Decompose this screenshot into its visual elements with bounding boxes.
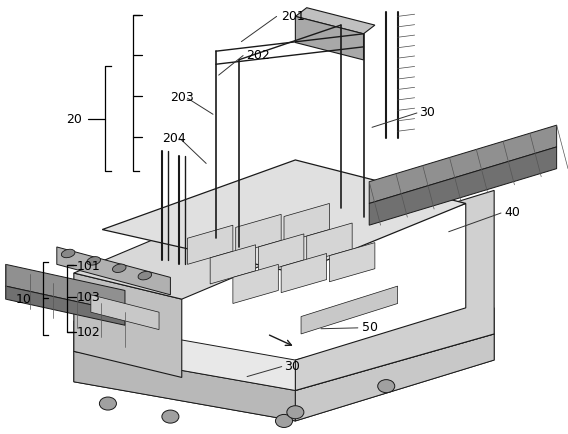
Polygon shape <box>57 247 170 295</box>
Circle shape <box>275 414 293 427</box>
Polygon shape <box>233 265 278 304</box>
Polygon shape <box>74 352 295 421</box>
Polygon shape <box>301 286 398 334</box>
Text: 20: 20 <box>66 113 82 126</box>
Polygon shape <box>91 295 159 330</box>
Text: 10: 10 <box>16 292 32 305</box>
Polygon shape <box>102 161 466 273</box>
Ellipse shape <box>138 272 152 280</box>
Polygon shape <box>281 254 327 293</box>
Text: 30: 30 <box>419 105 435 118</box>
Polygon shape <box>210 245 256 284</box>
Polygon shape <box>6 286 125 326</box>
Text: 50: 50 <box>362 320 378 333</box>
Polygon shape <box>187 226 233 265</box>
Circle shape <box>162 410 179 423</box>
Text: 103: 103 <box>77 291 101 304</box>
Polygon shape <box>295 191 494 391</box>
Text: 30: 30 <box>284 359 300 372</box>
Polygon shape <box>258 234 304 273</box>
Text: 204: 204 <box>162 132 186 145</box>
Circle shape <box>287 406 304 419</box>
Ellipse shape <box>112 264 126 273</box>
Text: 102: 102 <box>77 326 101 339</box>
Polygon shape <box>74 226 295 299</box>
Polygon shape <box>74 308 494 391</box>
Polygon shape <box>236 215 281 254</box>
Polygon shape <box>295 334 494 421</box>
Polygon shape <box>295 9 375 35</box>
Text: 202: 202 <box>246 49 270 62</box>
Text: 101: 101 <box>77 259 101 272</box>
Text: 40: 40 <box>504 205 520 218</box>
Ellipse shape <box>61 250 75 258</box>
Circle shape <box>378 380 395 393</box>
Polygon shape <box>284 204 329 243</box>
Polygon shape <box>6 265 125 312</box>
Polygon shape <box>307 224 352 263</box>
Polygon shape <box>369 126 557 204</box>
Polygon shape <box>329 243 375 282</box>
Polygon shape <box>369 148 557 226</box>
Polygon shape <box>74 273 182 378</box>
Text: 201: 201 <box>281 10 305 23</box>
Polygon shape <box>295 17 364 61</box>
Text: 203: 203 <box>170 91 194 104</box>
Circle shape <box>99 397 116 410</box>
Ellipse shape <box>87 257 101 266</box>
Polygon shape <box>74 334 494 421</box>
